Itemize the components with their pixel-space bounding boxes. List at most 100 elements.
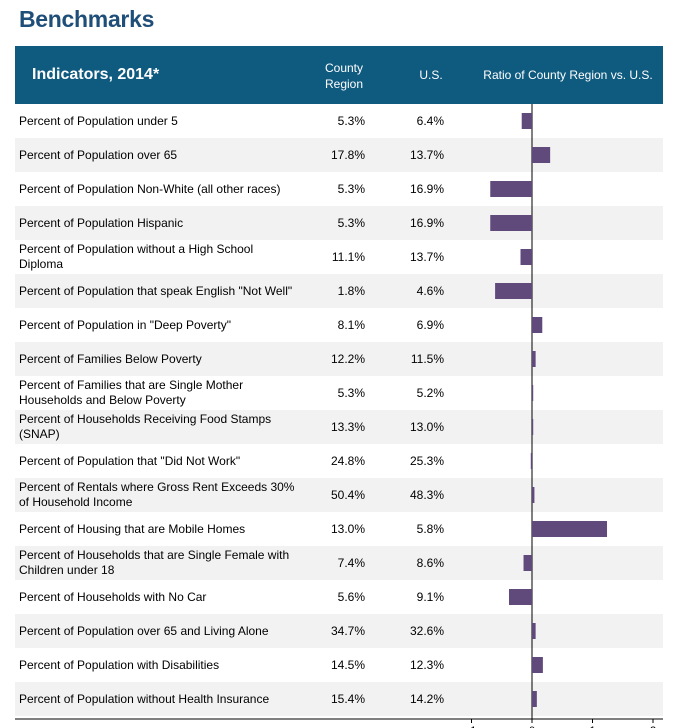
- county-value: 13.3%: [330, 420, 365, 434]
- indicator-label: Percent of Families Below Poverty: [19, 351, 202, 366]
- county-value: 15.4%: [330, 692, 365, 706]
- us-value: 5.8%: [416, 522, 444, 536]
- table-row: Percent of Population under 5 5.3% 6.4%: [15, 104, 663, 138]
- indicator-label: Percent of Households that are Single Fe…: [19, 548, 290, 577]
- ratio-bar: [532, 623, 536, 639]
- indicator-label: Percent of Population that "Did Not Work…: [19, 453, 241, 468]
- us-value: 12.3%: [409, 658, 444, 672]
- us-value: 4.6%: [416, 284, 444, 298]
- ratio-bar: [532, 147, 551, 163]
- table-row: Percent of Households Receiving Food Sta…: [15, 410, 663, 444]
- county-value: 5.3%: [337, 386, 365, 400]
- page-title: Benchmarks: [19, 6, 155, 32]
- indicators-header: Indicators, 2014*: [32, 66, 160, 83]
- county-value: 12.2%: [330, 352, 365, 366]
- county-value: 24.8%: [330, 454, 365, 468]
- table-row: Percent of Population over 65 17.8% 13.7%: [15, 138, 663, 172]
- indicator-label: Percent of Rentals where Gross Rent Exce…: [19, 480, 295, 509]
- ratio-bar: [530, 453, 532, 469]
- indicator-label: Percent of Population with Disabilities: [19, 657, 220, 672]
- ratio-bar: [520, 249, 532, 265]
- county-value: 13.0%: [330, 522, 365, 536]
- x-tick-label: 2: [650, 725, 656, 728]
- county-value: 5.3%: [337, 216, 365, 230]
- indicator-label: Percent of Population that speak English…: [19, 283, 293, 298]
- us-value: 25.3%: [409, 454, 444, 468]
- ratio-header: Ratio of County Region vs. U.S.: [483, 68, 653, 82]
- us-value: 32.6%: [409, 624, 444, 638]
- x-tick-label: -1: [467, 725, 477, 728]
- us-value: 9.1%: [416, 590, 444, 604]
- indicator-label: Percent of Population under 5: [19, 113, 178, 128]
- county-region-header: County Region: [324, 61, 364, 91]
- us-value: 13.7%: [409, 148, 444, 162]
- indicator-label: Percent of Population without a High Sch…: [19, 242, 254, 271]
- table-row: Percent of Population Hispanic 5.3% 16.9%: [15, 206, 663, 240]
- us-value: 5.2%: [416, 386, 444, 400]
- table-row: Percent of Population Non-White (all oth…: [15, 172, 663, 206]
- ratio-bar: [532, 657, 543, 673]
- ratio-bar: [490, 215, 532, 231]
- table-row: Percent of Population without a High Sch…: [15, 240, 663, 274]
- ratio-bar: [532, 317, 543, 333]
- us-value: 6.9%: [416, 318, 444, 332]
- indicator-label: Percent of Households with No Car: [19, 589, 207, 604]
- us-header: U.S.: [419, 68, 443, 82]
- ratio-bar: [532, 419, 534, 435]
- table-row: Percent of Population without Health Ins…: [15, 682, 663, 716]
- county-value: 34.7%: [330, 624, 365, 638]
- us-value: 8.6%: [416, 556, 444, 570]
- ratio-bar: [521, 113, 532, 129]
- table-row: Percent of Population with Disabilities 1…: [15, 648, 663, 682]
- indicator-label: Percent of Population over 65: [19, 147, 178, 162]
- us-value: 13.0%: [409, 420, 444, 434]
- ratio-bar: [495, 283, 532, 299]
- county-value: 17.8%: [330, 148, 365, 162]
- us-value: 6.4%: [416, 114, 444, 128]
- table-row: Percent of Rentals where Gross Rent Exce…: [15, 478, 663, 512]
- x-tick-label: 0: [529, 725, 535, 728]
- indicator-label: Percent of Population Hispanic: [19, 215, 184, 230]
- us-value: 16.9%: [409, 182, 444, 196]
- us-value: 14.2%: [409, 692, 444, 706]
- table-row: Percent of Population over 65 and Living…: [15, 614, 663, 648]
- county-value: 50.4%: [330, 488, 365, 502]
- ratio-bar: [532, 385, 534, 401]
- county-value: 7.4%: [337, 556, 365, 570]
- table-header: Indicators, 2014* County Region U.S. Rat…: [15, 46, 663, 104]
- us-value: 48.3%: [409, 488, 444, 502]
- table-row: Percent of Population in "Deep Poverty" 8…: [15, 308, 663, 342]
- ratio-bar: [523, 555, 532, 571]
- county-value: 8.1%: [337, 318, 365, 332]
- county-value: 5.6%: [337, 590, 365, 604]
- us-value: 11.5%: [410, 352, 444, 366]
- indicator-label: Percent of Families that are Single Moth…: [19, 378, 244, 407]
- indicator-label: Percent of Population over 65 and Living…: [19, 623, 269, 638]
- table-row: Percent of Households that are Single Fe…: [15, 546, 663, 580]
- us-value: 16.9%: [409, 216, 444, 230]
- county-value: 11.1%: [331, 250, 365, 264]
- table-row: Percent of Families Below Poverty 12.2% 11…: [15, 342, 663, 376]
- county-value: 1.8%: [337, 284, 365, 298]
- table-row: Percent of Housing that are Mobile Homes…: [15, 512, 663, 546]
- ratio-bar: [509, 589, 532, 605]
- ratio-bar: [532, 351, 536, 367]
- table-row: Percent of Families that are Single Moth…: [15, 376, 663, 410]
- x-tick-label: 1: [589, 725, 595, 728]
- indicator-label: Percent of Households Receiving Food Sta…: [19, 412, 272, 441]
- ratio-bar: [490, 181, 532, 197]
- indicator-label: Percent of Population in "Deep Poverty": [19, 317, 231, 332]
- ratio-bar: [532, 487, 535, 503]
- indicator-label: Percent of Housing that are Mobile Homes: [19, 521, 246, 536]
- indicator-label: Percent of Population Non-White (all oth…: [19, 181, 281, 196]
- county-value: 5.3%: [337, 114, 365, 128]
- table-row: Percent of Population that speak English…: [15, 274, 663, 308]
- indicator-label: Percent of Population without Health Ins…: [19, 691, 270, 706]
- county-value: 5.3%: [337, 182, 365, 196]
- county-value: 14.5%: [330, 658, 365, 672]
- ratio-bar: [532, 521, 608, 537]
- table-row: Percent of Population that "Did Not Work…: [15, 444, 663, 478]
- ratio-bar: [532, 691, 537, 707]
- us-value: 13.7%: [409, 250, 444, 264]
